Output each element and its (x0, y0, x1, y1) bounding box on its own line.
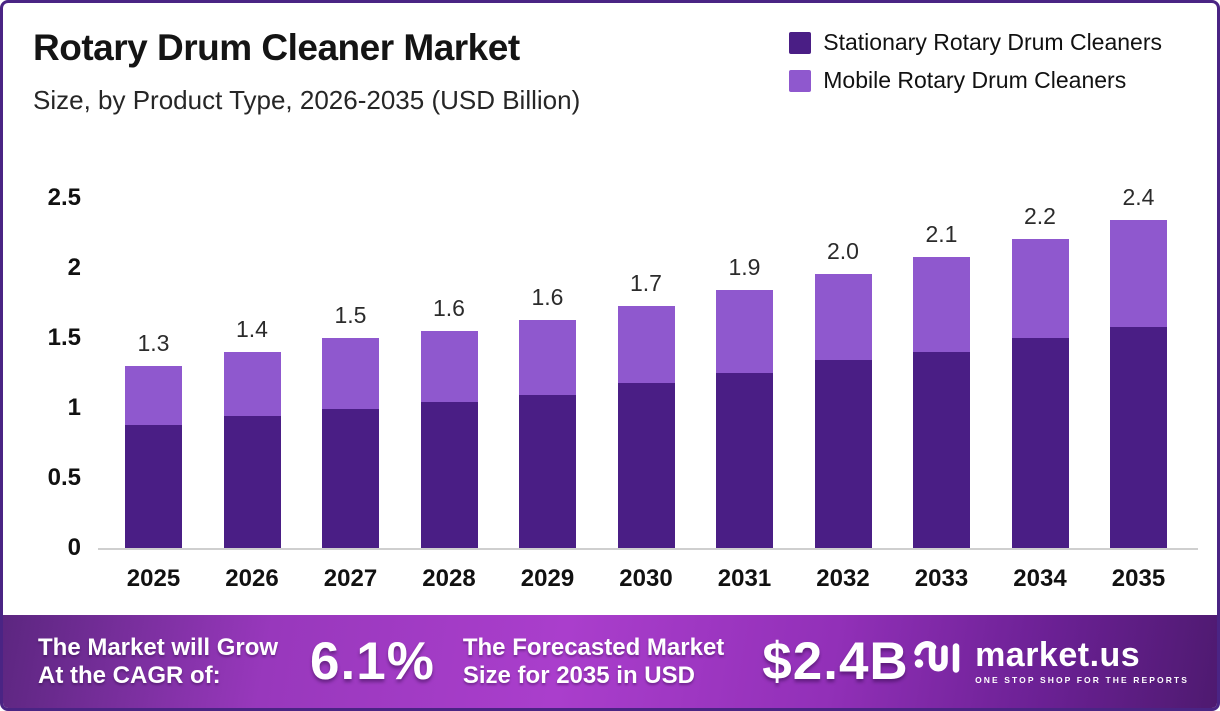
cagr-label: The Market will Grow At the CAGR of: (38, 634, 278, 690)
y-tick-label: 0 (67, 534, 81, 561)
footer-banner: The Market will Grow At the CAGR of: 6.1… (3, 615, 1217, 708)
brand-name: market.us (975, 636, 1141, 674)
forecast-label-line1: The Forecasted Market (462, 633, 725, 661)
y-tick-label: 2 (67, 254, 81, 281)
bar-segment-mobile-2033 (913, 256, 970, 352)
y-tick-label: 2.5 (47, 184, 81, 211)
cagr-label-line2: At the CAGR of: (38, 661, 221, 689)
bar-segment-mobile-2034 (1011, 238, 1069, 338)
bar-segment-stationary-2032 (814, 360, 872, 548)
x-tick-label-2031: 2031 (717, 565, 772, 592)
bar-segment-stationary-2029 (519, 395, 576, 548)
legend-item: Mobile Rotary Drum Cleaners (789, 67, 1162, 94)
brand-logo: market.us ONE STOP SHOP FOR THE REPORTS (913, 638, 1189, 685)
legend-item: Stationary Rotary Drum Cleaners (789, 29, 1162, 56)
bar-total-label-2034: 2.2 (1024, 202, 1056, 229)
bar-segment-stationary-2034 (1011, 338, 1069, 548)
x-tick-label-2033: 2033 (914, 565, 969, 592)
x-tick-label-2028: 2028 (422, 565, 476, 592)
bar-segment-stationary-2030 (617, 382, 675, 548)
x-tick-label-2026: 2026 (225, 565, 279, 592)
page-subtitle: Size, by Product Type, 2026-2035 (USD Bi… (33, 85, 581, 115)
forecast-label-line2: Size for 2035 in USD (462, 661, 695, 689)
bar-total-label-2025: 1.3 (137, 330, 170, 356)
forecast-value: $2.4B (762, 632, 909, 691)
bar-segment-stationary-2033 (913, 352, 970, 548)
x-tick-label-2035: 2035 (1111, 565, 1166, 592)
bar-segment-mobile-2028 (420, 331, 478, 403)
bar-segment-stationary-2031 (716, 373, 773, 548)
bar-total-label-2035: 2.4 (1122, 184, 1155, 211)
y-tick-label: 0.5 (47, 464, 81, 491)
bar-chart: 0 0.5 1 1.5 2 2.5 1.3 2025 1.4 2026 1.5 2027 1.6 2028… (3, 3, 1217, 708)
bar-total-label-2030: 1.7 (630, 269, 662, 296)
x-tick-label-2025: 2025 (126, 565, 181, 592)
bar-segment-mobile-2026 (223, 352, 281, 417)
page-title: Rotary Drum Cleaner Market (33, 27, 520, 68)
forecast-label: The Forecasted Market Size for 2035 in U… (463, 634, 724, 690)
bar-total-label-2026: 1.4 (236, 316, 268, 342)
legend-label: Mobile Rotary Drum Cleaners (823, 67, 1127, 93)
bar-total-label-2033: 2.1 (925, 220, 958, 247)
bar-segment-stationary-2028 (420, 402, 478, 548)
x-tick-label-2032: 2032 (816, 565, 870, 592)
x-tick-label-2029: 2029 (520, 565, 575, 592)
bar-segment-mobile-2032 (814, 273, 872, 361)
bar-segment-stationary-2027 (322, 409, 379, 548)
market-us-swirl-icon (913, 638, 965, 685)
x-tick-label-2027: 2027 (323, 565, 378, 592)
bar-total-label-2028: 1.6 (433, 295, 465, 321)
bar-segment-mobile-2035 (1110, 220, 1167, 327)
cagr-label-line1: The Market will Grow (38, 633, 279, 661)
chart-legend: Stationary Rotary Drum Cleaners Mobile Ro… (789, 29, 1162, 94)
brand-tagline: ONE STOP SHOP FOR THE REPORTS (975, 675, 1189, 685)
bar-segment-mobile-2031 (716, 290, 773, 373)
cagr-value: 6.1% (310, 632, 435, 691)
bar-segment-stationary-2035 (1110, 326, 1167, 548)
x-tick-label-2034: 2034 (1013, 565, 1067, 592)
y-tick-label: 1.5 (47, 324, 81, 351)
legend-swatch (789, 31, 812, 54)
y-tick-label: 1 (67, 394, 81, 421)
legend-swatch (789, 69, 812, 92)
x-tick-label-2030: 2030 (619, 565, 673, 592)
bar-total-label-2031: 1.9 (728, 254, 761, 281)
bar-segment-mobile-2030 (617, 305, 675, 383)
bar-segment-mobile-2027 (322, 338, 379, 410)
legend-label: Stationary Rotary Drum Cleaners (823, 29, 1162, 55)
bar-segment-mobile-2029 (519, 319, 576, 396)
bar-segment-mobile-2025 (125, 366, 182, 425)
bar-total-label-2027: 1.5 (334, 302, 367, 328)
bar-total-label-2029: 1.6 (531, 283, 564, 310)
bar-segment-stationary-2026 (223, 416, 281, 548)
bar-total-label-2032: 2.0 (827, 237, 859, 264)
x-axis-line (98, 548, 1198, 550)
bar-segment-stationary-2025 (125, 424, 182, 548)
